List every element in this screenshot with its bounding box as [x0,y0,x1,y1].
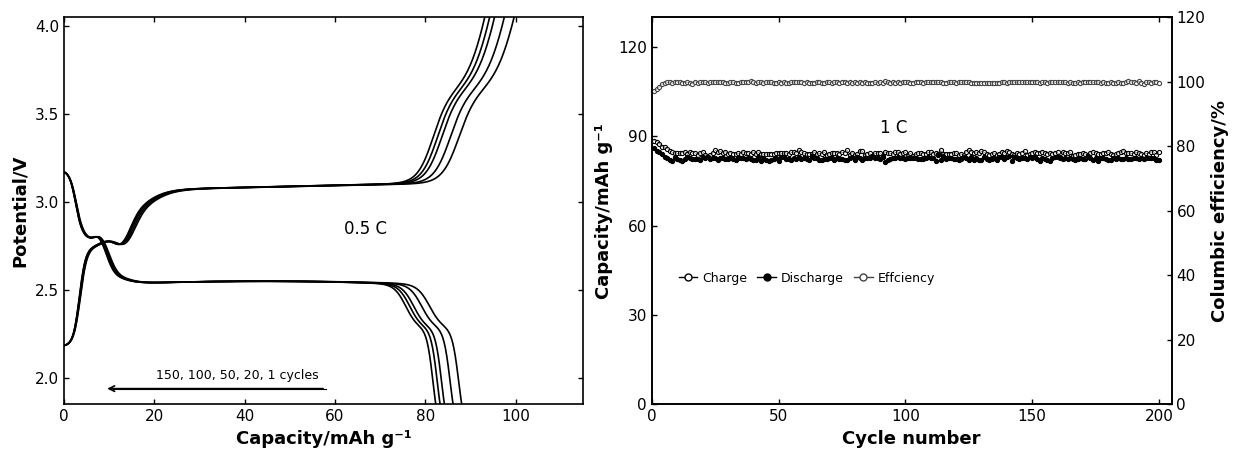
X-axis label: Capacity/mAh g⁻¹: Capacity/mAh g⁻¹ [236,430,412,448]
Text: 1 C: 1 C [880,119,908,137]
Y-axis label: Columbic efficiency/%: Columbic efficiency/% [1211,100,1229,322]
Legend: Charge, Discharge, Effciency: Charge, Discharge, Effciency [673,267,940,290]
Text: 150, 100, 50, 20, 1 cycles: 150, 100, 50, 20, 1 cycles [156,369,319,381]
Y-axis label: Potential/V: Potential/V [11,155,29,267]
Text: 0.5 C: 0.5 C [343,220,387,238]
Y-axis label: Capacity/mAh g⁻¹: Capacity/mAh g⁻¹ [595,123,613,299]
X-axis label: Cycle number: Cycle number [842,430,981,448]
